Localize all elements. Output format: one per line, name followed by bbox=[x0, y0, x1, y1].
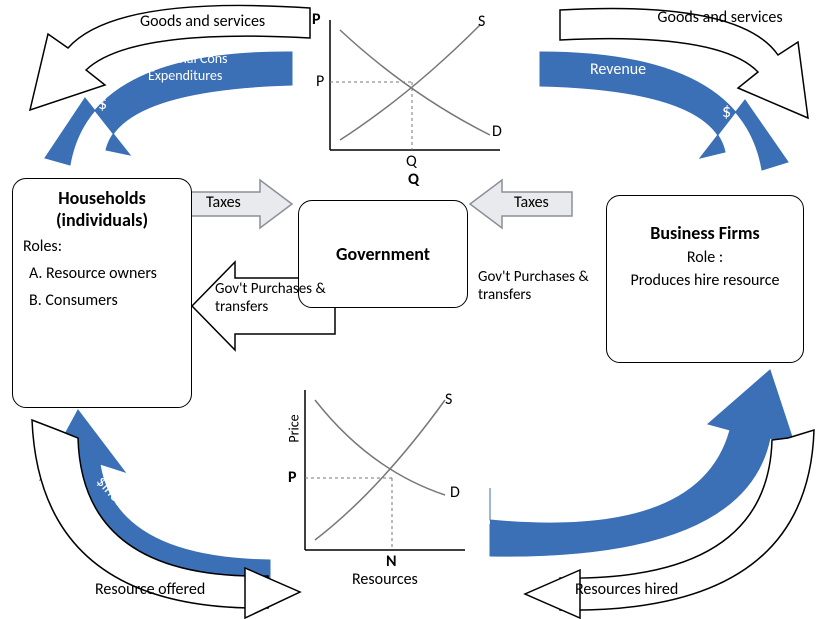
box-firms: Business Firms Role : Produces hire reso… bbox=[606, 195, 804, 363]
chart-top-Q: Q bbox=[406, 152, 417, 171]
chart-top-P-axis: P bbox=[312, 10, 321, 29]
label-resource-offered: Resource offered bbox=[95, 580, 205, 599]
label-resources-hired: Resources hired bbox=[575, 580, 678, 599]
label-revenue: Revenue bbox=[590, 60, 646, 79]
label-goods-right: Goods and services bbox=[650, 8, 790, 27]
households-role-a: A. Resource owners bbox=[23, 264, 181, 285]
label-expenditures: Personal Cons Expenditures bbox=[148, 50, 268, 84]
chart-bottom-N: N bbox=[386, 552, 397, 571]
label-dollar-right: $ bbox=[722, 100, 731, 122]
box-households: Households (individuals) Roles: A. Resou… bbox=[12, 178, 192, 408]
chart-top-S: S bbox=[478, 12, 485, 31]
label-taxes-left: Taxes bbox=[206, 193, 241, 212]
chart-bottom-D: D bbox=[450, 483, 460, 502]
firms-role-label: Role : bbox=[617, 248, 793, 267]
label-taxes-right: Taxes bbox=[514, 193, 549, 212]
chart-bottom-price: Price bbox=[286, 414, 303, 442]
government-title: Government bbox=[336, 243, 430, 265]
households-roles-label: Roles: bbox=[23, 237, 181, 258]
households-subtitle: (individuals) bbox=[23, 209, 181, 231]
arrowhead-resource-offered bbox=[245, 568, 300, 618]
label-gov-left: Gov't Purchases & transfers bbox=[215, 280, 330, 316]
chart-bottom-P: P bbox=[288, 468, 297, 487]
firms-role-text: Produces hire resource bbox=[617, 271, 793, 290]
chart-top-D: D bbox=[492, 122, 502, 141]
label-expenses: $expenses bbox=[555, 492, 623, 511]
chart-bottom-resources: Resources bbox=[352, 570, 418, 589]
chart-bottom-S: S bbox=[445, 390, 452, 409]
arrowhead-resources-hired bbox=[525, 570, 580, 618]
chart-top-Q-axis: Q bbox=[408, 170, 419, 189]
circular-flow-diagram: Households (individuals) Roles: A. Resou… bbox=[0, 0, 820, 619]
label-goods-left: Goods and services bbox=[140, 12, 265, 31]
arrow-revenue bbox=[540, 52, 788, 170]
chart-top-P: P bbox=[316, 72, 324, 91]
label-dollar-left: $ bbox=[98, 92, 107, 114]
households-title: Households bbox=[23, 187, 181, 209]
chart-top bbox=[330, 20, 500, 150]
households-role-b: B. Consumers bbox=[23, 291, 181, 312]
firms-title: Business Firms bbox=[617, 222, 793, 244]
label-gov-right: Gov't Purchases & transfers bbox=[478, 268, 598, 304]
chart-bottom bbox=[305, 390, 465, 550]
